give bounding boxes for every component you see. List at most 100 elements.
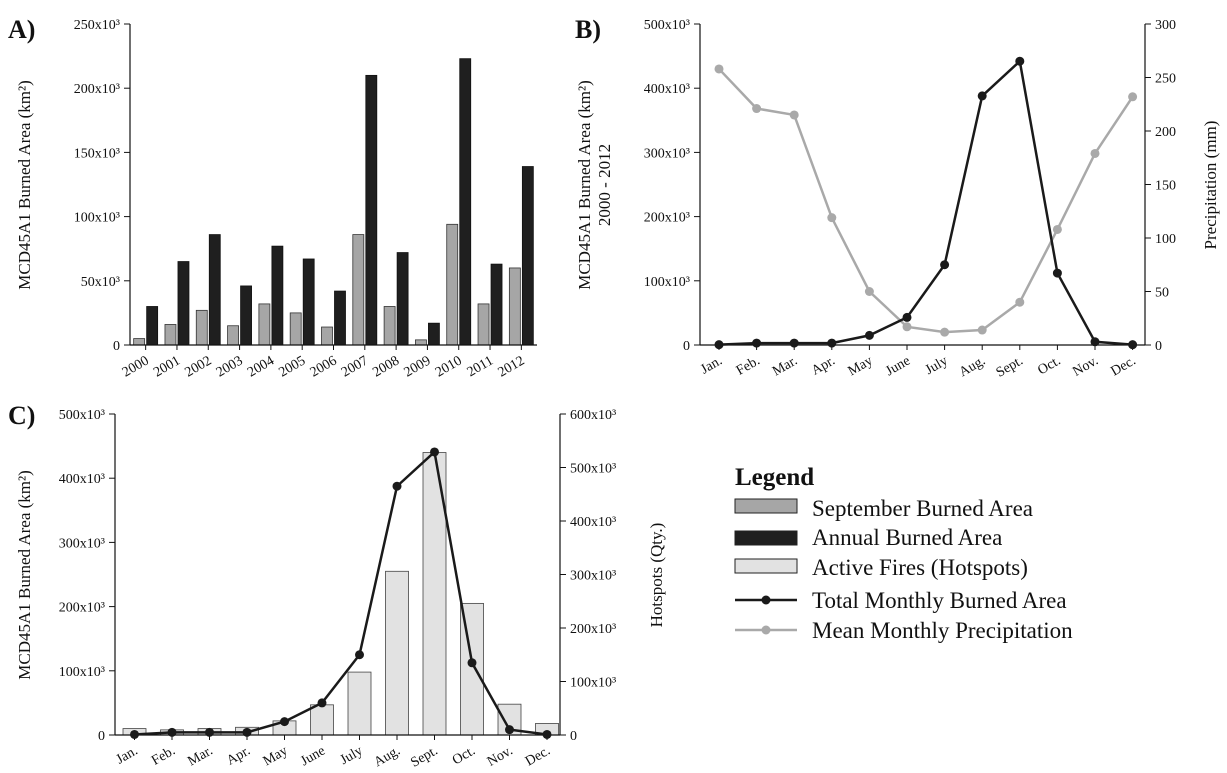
series-precipitation-point <box>1128 92 1138 102</box>
panel-b-letter: B) <box>575 15 601 44</box>
legend-label-annual: Annual Burned Area <box>812 525 1002 550</box>
panel-c-x-axis-tick-label: May <box>261 743 291 769</box>
bar-annual-2004 <box>271 245 284 346</box>
series-total-monthly-burned-area-c-point <box>430 447 439 457</box>
panel-a-y-axis-tick-label: 100x10³ <box>74 211 120 226</box>
panel-c-y-axis-tick-label: 400x10³ <box>59 472 105 487</box>
panel-c-x-axis-tick-label: Jan. <box>114 743 141 767</box>
series-total-monthly-burned-area-point <box>1015 56 1025 66</box>
bar-annual-2000 <box>146 306 159 346</box>
series-precipitation-point <box>1052 224 1062 234</box>
panel-a-x-axis-tick-label: 2003 <box>214 353 246 380</box>
bar-annual-2011 <box>490 263 503 346</box>
series-total-monthly-burned-area-c-point <box>467 658 477 668</box>
panel-b-y2-axis-tick-label: 100 <box>1155 232 1176 247</box>
bar-september-2011 <box>477 303 490 346</box>
panel-a-x-axis-tick-label: 2000 <box>120 353 152 380</box>
series-precipitation-point <box>940 327 950 337</box>
legend-label-monthly: Total Monthly Burned Area <box>812 588 1067 613</box>
panel-b-x-axis-tick-label: Feb. <box>734 353 763 378</box>
series-total-monthly-burned-area-point <box>977 91 987 101</box>
bar-annual-2010 <box>459 58 472 346</box>
bar-september-2005 <box>289 312 302 346</box>
series-precipitation-point <box>902 322 912 332</box>
panel-b-y2-axis-tick-label: 250 <box>1155 72 1176 87</box>
panel-c-y2-axis-tick-label: 600x10³ <box>570 408 616 423</box>
panel-b-x-axis-tick-label: June <box>883 353 913 379</box>
series-precipitation-point <box>789 110 799 120</box>
panel-c-y-axis-tick-label: 200x10³ <box>59 601 105 616</box>
panel-a-x-axis-tick-label: 2008 <box>370 353 402 380</box>
bar-september-2003 <box>227 325 239 346</box>
series-total-monthly-burned-area-point <box>1090 337 1100 347</box>
panel-c-x-axis-tick-label: Sept. <box>408 743 440 770</box>
panel-a-x-axis-tick-label: 2002 <box>183 353 215 380</box>
panel-c-x-axis-tick-label: Dec. <box>523 743 553 769</box>
bar-september-2007 <box>352 234 365 346</box>
panel-b-y2-axis-tick-label: 50 <box>1155 286 1169 301</box>
panel-b-y-axis-tick-label: 200x10³ <box>644 211 690 226</box>
series-total-monthly-burned-area-c-point <box>242 727 252 737</box>
legend-swatch-hotspots <box>734 558 798 574</box>
panel-c-y2-axis-tick-label: 400x10³ <box>570 515 616 530</box>
legend-marker-monthly <box>761 595 771 605</box>
panel-a-x-axis-tick-label: 2010 <box>433 353 465 380</box>
panel-a-x-axis-tick-label: 2005 <box>276 353 308 380</box>
series-total-monthly-burned-area <box>718 58 1133 346</box>
panel-a-y-axis-tick-label: 150x10³ <box>74 146 120 161</box>
series-precipitation-point <box>864 287 874 296</box>
panel-b-y-axis-tick-label: 500x10³ <box>644 18 690 33</box>
panel-b-x-axis-tick-label: Nov. <box>1070 353 1101 379</box>
panel-c-y-axis-tick-label: 100x10³ <box>59 665 105 680</box>
panel-b-x-axis-tick-label: Dec. <box>1109 353 1139 379</box>
panel-c-x-axis-tick-label: Nov. <box>485 743 516 769</box>
panel-c-x-axis-tick-label: Apr. <box>224 743 253 768</box>
series-total-monthly-burned-area-c-point <box>505 725 514 735</box>
panel-a-y-axis-tick-label: 50x10³ <box>81 275 120 290</box>
panel-c-y2-axis-tick-label: 300x10³ <box>570 569 616 584</box>
panel-a-x-axis-tick-label: 2007 <box>339 353 371 380</box>
bar-hotspots-june <box>310 704 334 736</box>
bar-annual-2006 <box>334 290 346 346</box>
series-precipitation-point <box>1090 148 1100 158</box>
legend-label-precipitation: Mean Monthly Precipitation <box>812 618 1073 643</box>
legend-label-september: September Burned Area <box>812 496 1033 521</box>
panel-a-y-axis-tick-label: 0 <box>113 339 120 354</box>
panel-b-y2-axis-tick-label: 300 <box>1155 18 1176 33</box>
series-total-monthly-burned-area-c-point <box>280 717 289 727</box>
bar-annual-2003 <box>240 285 252 346</box>
legend-swatch-september <box>734 498 798 514</box>
panel-c-x-axis-tick-label: Mar. <box>185 743 215 769</box>
panel-a-x-axis-tick-label: 2011 <box>465 353 496 380</box>
legend-swatch-annual <box>734 530 798 546</box>
panel-a-y-axis-label: MCD45A1 Burned Area (km²) <box>15 80 34 290</box>
legend-label-hotspots: Active Fires (Hotspots) <box>812 555 1028 580</box>
legend-marker-precipitation <box>761 625 771 635</box>
panel-c-x-axis-tick-label: July <box>338 743 366 768</box>
panel-c-y-axis-tick-label: 300x10³ <box>59 536 105 551</box>
series-total-monthly-burned-area-point <box>752 338 762 348</box>
legend: Legend September Burned Area Annual Burn… <box>734 464 1073 643</box>
panel-c-x-axis-tick-label: Aug. <box>372 743 403 770</box>
panel-b-monthly-burned-area-precipitation-chart: 0 100x10³ 200x10³ 300x10³ 400x10³ 500x10³ 0 50 1… <box>575 15 1220 381</box>
series-total-monthly-burned-area-c <box>134 449 548 736</box>
series-total-monthly-burned-area-point <box>1052 268 1062 278</box>
panel-b-y-axis-tick-label: 300x10³ <box>644 146 690 161</box>
series-precipitation <box>718 68 1134 334</box>
panel-b-x-axis-tick-label: Jan. <box>698 353 725 377</box>
legend-title: Legend <box>735 464 814 491</box>
panel-a-y-axis-tick-label: 200x10³ <box>74 82 120 97</box>
bar-annual-2001 <box>177 261 190 346</box>
series-total-monthly-burned-area-point <box>827 338 837 348</box>
panel-c-y-axis-tick-label: 0 <box>98 729 105 744</box>
series-total-monthly-burned-area-c-point <box>317 698 327 708</box>
series-total-monthly-burned-area-c-point <box>130 729 139 739</box>
bar-annual-2009 <box>428 322 440 346</box>
series-total-monthly-burned-area-point <box>902 312 912 322</box>
panel-a-x-axis-tick-label: 2012 <box>496 353 528 380</box>
panel-a-x-axis-tick-label: 2009 <box>402 353 434 380</box>
panel-c-letter: C) <box>8 401 35 430</box>
panel-c-y2-axis-tick-label: 200x10³ <box>570 622 616 637</box>
